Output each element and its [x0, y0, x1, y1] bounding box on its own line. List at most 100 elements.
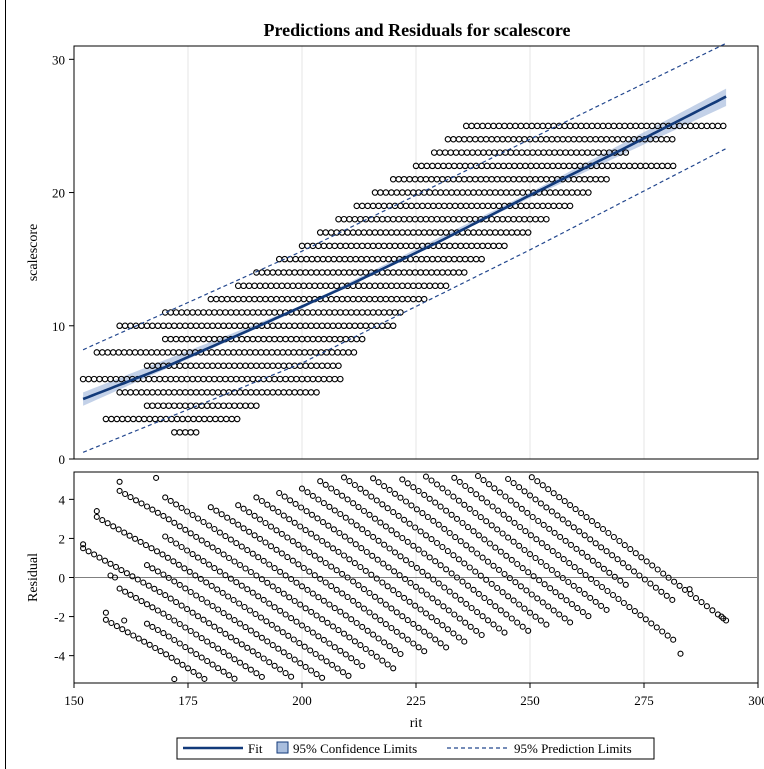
data-point	[586, 175, 594, 183]
residual-point	[494, 584, 501, 592]
residual-point	[262, 539, 269, 546]
residual-point	[313, 671, 320, 678]
residual-point	[615, 595, 622, 603]
data-point	[360, 282, 368, 290]
residual-point	[348, 655, 355, 662]
data-point	[346, 215, 353, 223]
data-point	[371, 229, 379, 236]
data-point	[495, 242, 503, 250]
residual-point	[446, 529, 453, 537]
data-point	[388, 295, 395, 303]
residual-point	[652, 584, 659, 591]
residual-point	[102, 609, 109, 616]
data-point	[302, 389, 309, 396]
data-point	[581, 175, 588, 183]
residual-point	[211, 565, 218, 572]
residual-point	[455, 634, 462, 641]
residual-point	[317, 556, 324, 563]
residual-point	[204, 599, 211, 606]
residual-point	[467, 623, 474, 630]
data-point	[479, 242, 486, 250]
data-point	[309, 309, 317, 316]
data-point	[379, 255, 387, 263]
residual-point	[543, 562, 550, 570]
data-point	[357, 269, 364, 276]
data-point	[537, 136, 545, 143]
data-point	[452, 149, 460, 156]
residual-point	[432, 499, 439, 506]
residual-point	[215, 547, 222, 554]
residual-point	[292, 500, 299, 507]
residual-point	[446, 588, 453, 595]
data-point	[418, 255, 425, 263]
residual-point	[297, 660, 304, 667]
data-point	[189, 309, 196, 316]
data-point	[446, 242, 453, 250]
data-point	[161, 335, 169, 343]
data-point	[369, 242, 377, 250]
data-point	[515, 175, 523, 183]
residual-point	[432, 558, 439, 565]
residual-point	[399, 613, 406, 620]
data-point	[440, 255, 447, 263]
data-point	[173, 415, 181, 423]
data-point	[364, 309, 371, 316]
data-point	[437, 282, 444, 290]
data-point	[410, 189, 417, 196]
residual-point	[319, 674, 326, 681]
residual-point	[165, 613, 172, 621]
data-point	[393, 189, 401, 196]
data-point	[574, 189, 581, 196]
data-point	[534, 122, 541, 130]
data-point	[228, 415, 236, 423]
residual-point	[242, 624, 249, 631]
data-point	[599, 122, 607, 130]
data-point	[203, 402, 211, 409]
data-point	[592, 136, 599, 143]
data-point	[470, 229, 477, 236]
data-point	[273, 282, 280, 290]
data-point	[400, 175, 408, 183]
data-point	[104, 349, 111, 356]
data-point	[466, 215, 474, 223]
residual-point	[93, 513, 100, 520]
residual-point	[267, 543, 275, 550]
residual-point	[456, 478, 463, 485]
data-point	[351, 269, 359, 276]
data-point	[331, 309, 339, 316]
data-point	[486, 229, 494, 236]
residual-point	[355, 601, 362, 608]
residual-point	[347, 537, 354, 544]
data-point	[194, 335, 202, 343]
data-point	[571, 162, 578, 170]
residual-point	[306, 549, 313, 556]
residual-point	[609, 591, 617, 599]
data-point	[620, 162, 628, 170]
data-point	[156, 375, 163, 383]
residual-point	[643, 558, 650, 565]
residual-point	[331, 605, 338, 612]
residual-point	[407, 579, 414, 586]
prediction-lower-line	[82, 148, 727, 453]
data-point	[176, 402, 184, 409]
residual-point	[198, 654, 205, 661]
data-point	[313, 362, 320, 369]
residual-point	[289, 557, 296, 564]
data-point	[485, 149, 493, 156]
data-point	[521, 175, 528, 183]
data-point	[327, 282, 335, 290]
data-point	[326, 375, 333, 383]
residual-point	[433, 539, 441, 547]
residual-point	[404, 480, 411, 487]
residual-point	[229, 518, 236, 525]
data-point	[198, 322, 205, 330]
data-point	[384, 215, 391, 223]
residual-point	[280, 590, 287, 597]
data-point	[329, 322, 337, 330]
residual-point	[160, 571, 167, 578]
residual-point	[581, 532, 588, 539]
residual-point	[233, 540, 240, 547]
residual-point	[346, 556, 353, 563]
data-point	[508, 189, 516, 196]
residual-point	[344, 496, 351, 503]
